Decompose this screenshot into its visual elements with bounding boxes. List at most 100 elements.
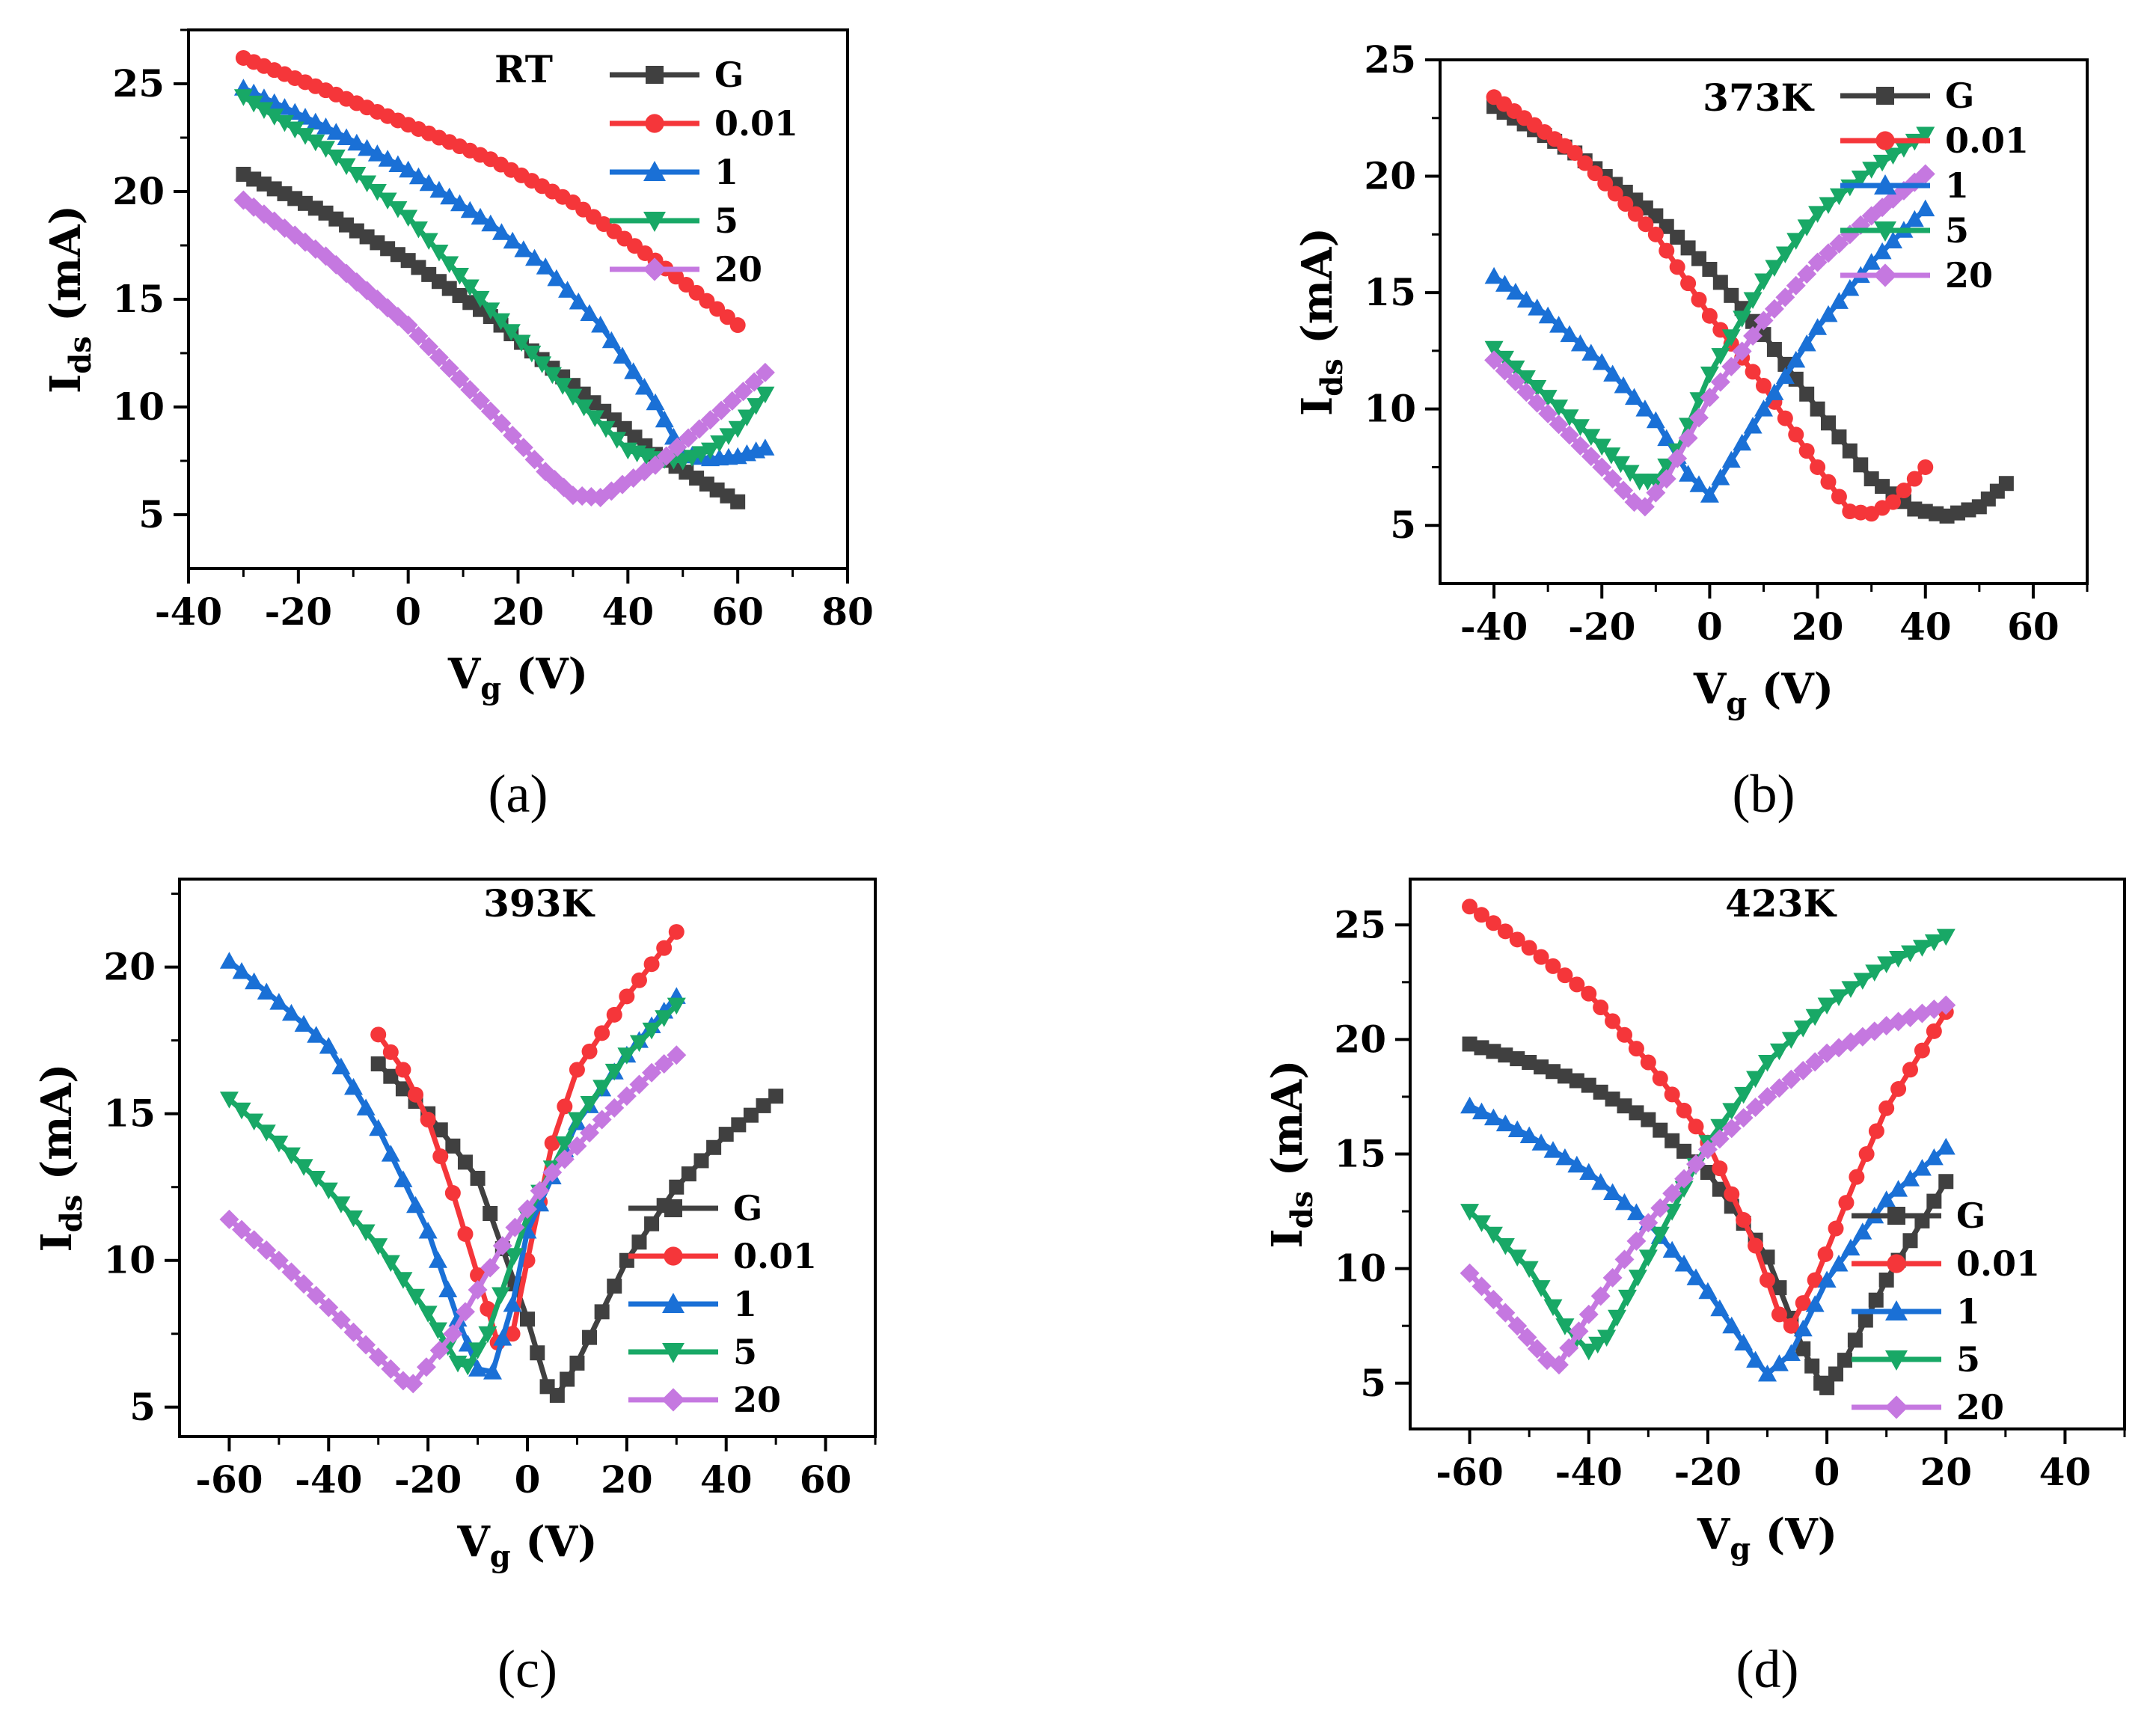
series-20 <box>1460 995 1956 1375</box>
data-point <box>1858 1312 1873 1328</box>
data-point <box>219 1092 239 1109</box>
data-point <box>711 400 732 420</box>
data-point <box>1560 325 1579 343</box>
legend-label: 1 <box>1945 165 1969 206</box>
data-point <box>438 1280 458 1297</box>
data-point <box>491 413 512 433</box>
data-point <box>1924 934 1944 952</box>
data-point <box>1877 1190 1896 1208</box>
data-point <box>1628 1270 1647 1287</box>
data-point <box>408 1086 424 1103</box>
data-point <box>747 398 766 415</box>
data-point <box>1805 1052 1825 1072</box>
data-point <box>269 993 289 1010</box>
legend-label: 5 <box>1956 1339 1980 1380</box>
data-point <box>1743 416 1763 434</box>
data-point <box>1797 264 1817 284</box>
legend-marker <box>661 1388 685 1412</box>
series-5 <box>219 997 686 1376</box>
data-point <box>1831 429 1847 444</box>
data-point <box>257 1240 277 1261</box>
data-point <box>306 112 325 130</box>
data-point <box>1495 350 1514 368</box>
data-point <box>549 1388 565 1404</box>
data-point <box>581 1043 598 1059</box>
x-tick-label: -40 <box>1555 1450 1623 1494</box>
data-point <box>493 1329 512 1346</box>
data-point <box>1605 1092 1620 1107</box>
data-point <box>592 1080 612 1097</box>
data-point <box>356 1224 376 1242</box>
data-point <box>1538 390 1558 407</box>
data-point <box>722 391 742 411</box>
data-point <box>503 426 523 446</box>
legend-label: 5 <box>1945 210 1969 251</box>
data-point <box>1626 1231 1647 1251</box>
y-tick-label: 10 <box>103 1238 156 1282</box>
y-axis-title: Ids (mA) <box>1263 1060 1320 1249</box>
data-point <box>1771 1306 1787 1323</box>
data-point <box>281 1147 301 1165</box>
data-point <box>1614 480 1634 501</box>
data-point <box>1665 1133 1680 1148</box>
series-G <box>370 1056 784 1404</box>
data-point <box>429 1340 450 1360</box>
data-point <box>480 1300 496 1317</box>
data-point <box>1676 1143 1692 1159</box>
data-point <box>483 1206 498 1221</box>
data-point <box>558 281 578 298</box>
data-point <box>1581 1077 1596 1093</box>
data-point <box>594 1025 610 1041</box>
data-point <box>547 269 566 287</box>
data-point <box>1557 967 1573 984</box>
data-point <box>1828 1366 1844 1382</box>
data-point <box>514 240 533 257</box>
y-axis-title: Ids (mA) <box>41 205 98 394</box>
data-point <box>219 952 239 969</box>
data-point <box>1538 306 1558 324</box>
data-point <box>388 155 408 172</box>
data-point <box>1926 1023 1942 1039</box>
data-point <box>1689 475 1709 492</box>
data-point <box>1638 1249 1658 1267</box>
data-point <box>1710 1299 1730 1317</box>
data-point <box>530 1181 550 1201</box>
data-point <box>378 192 397 210</box>
data-point <box>1938 1174 1954 1190</box>
data-point <box>631 1234 647 1250</box>
data-point <box>1890 1081 1907 1098</box>
data-point <box>1662 1184 1682 1204</box>
data-point <box>544 1135 560 1151</box>
data-point <box>1849 1169 1865 1185</box>
data-point <box>580 1095 599 1113</box>
data-point <box>395 1081 411 1097</box>
data-point <box>1924 1148 1944 1166</box>
y-tick-label: 25 <box>1364 37 1416 82</box>
data-point <box>768 1089 784 1104</box>
data-point <box>1862 253 1881 270</box>
data-point <box>1745 1098 1765 1118</box>
data-point <box>1485 915 1501 931</box>
data-point <box>730 494 746 509</box>
data-point <box>1711 348 1730 365</box>
data-point <box>1748 1237 1764 1254</box>
data-point <box>1736 1212 1752 1228</box>
data-point <box>1507 1249 1527 1267</box>
data-point <box>737 409 756 426</box>
data-point <box>1698 1282 1718 1300</box>
data-point <box>1799 386 1815 402</box>
data-point <box>419 337 439 357</box>
data-point <box>1460 1263 1480 1283</box>
y-tick-label: 5 <box>129 1385 156 1429</box>
data-point <box>1527 1338 1547 1359</box>
data-point <box>585 410 604 427</box>
legend-label: 20 <box>1945 255 1993 296</box>
legend-marker <box>646 66 664 84</box>
data-point <box>569 1355 585 1371</box>
data-point <box>1722 1316 1742 1334</box>
data-point <box>460 379 480 400</box>
data-point <box>443 1323 463 1344</box>
data-point <box>1635 400 1655 417</box>
data-point <box>1926 1193 1942 1209</box>
data-point <box>1917 459 1934 475</box>
